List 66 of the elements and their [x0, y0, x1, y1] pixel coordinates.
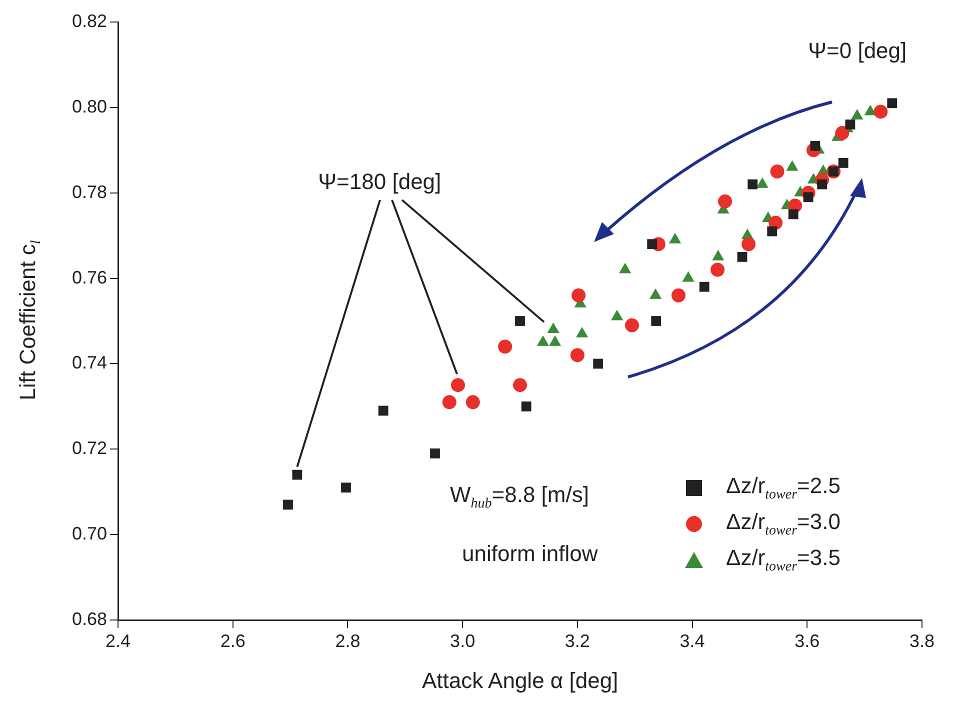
point	[430, 448, 440, 458]
point	[341, 482, 351, 493]
y-tick-label: 0.68	[72, 608, 107, 629]
point	[672, 288, 686, 302]
point	[498, 340, 512, 354]
point	[647, 239, 658, 250]
point	[466, 395, 480, 410]
y-tick-label: 0.82	[72, 10, 107, 31]
point	[835, 126, 850, 140]
y-tick-label: 0.78	[72, 182, 107, 202]
point	[521, 401, 532, 412]
point	[756, 177, 768, 188]
x-tick-label: 3.8	[909, 630, 935, 651]
legend-label: Δz/r$_{tower}$=3.5	[726, 544, 840, 576]
y-tick-label: 0.80	[72, 96, 107, 116]
point	[570, 348, 584, 362]
x-tick-label: 2.6	[220, 630, 246, 651]
point	[668, 232, 682, 244]
point	[748, 179, 758, 190]
point	[803, 192, 814, 202]
point	[874, 104, 888, 119]
point	[442, 395, 456, 410]
point	[710, 262, 725, 277]
point	[786, 160, 798, 171]
point	[572, 288, 586, 302]
y-tick-label: 0.70	[72, 524, 107, 544]
annotation: Ψ=0 [deg]	[808, 38, 907, 64]
x-tick-label: 3.4	[680, 630, 705, 651]
x-tick-label: 3.0	[450, 630, 476, 651]
annotation: uniform inflow	[462, 541, 598, 567]
legend-label: Δz/r$_{tower}$=2.5	[726, 472, 840, 504]
point	[788, 209, 798, 220]
point	[450, 378, 465, 392]
point	[593, 358, 604, 369]
y-tick-label: 0.76	[72, 267, 107, 288]
point	[619, 262, 632, 274]
point	[742, 237, 756, 252]
point	[515, 316, 525, 326]
point	[770, 164, 784, 178]
point	[737, 252, 748, 262]
legend-label: Δz/r$_{tower}$=3.0	[726, 508, 840, 540]
point	[845, 120, 856, 130]
x-tick-label: 2.8	[335, 630, 360, 651]
point	[767, 226, 778, 236]
point	[610, 310, 624, 320]
annotation: Ψ=180 [deg]	[318, 168, 442, 195]
point	[378, 406, 388, 416]
point	[718, 194, 732, 208]
point	[624, 318, 639, 332]
point	[682, 271, 694, 282]
annotation: W$_{hub}$=8.8 [m/s]	[450, 482, 589, 512]
point	[283, 500, 293, 510]
point	[651, 316, 662, 326]
point	[292, 470, 302, 480]
point	[851, 108, 864, 120]
x-axis-title: Attack Angle α [deg]	[422, 668, 618, 694]
y-tick-label: 0.72	[72, 438, 107, 458]
point	[699, 282, 710, 292]
x-tick-label: 3.6	[794, 630, 820, 651]
point	[838, 158, 848, 168]
point	[547, 322, 560, 334]
x-tick-label: 3.2	[564, 630, 590, 651]
y-tick-label: 0.74	[72, 352, 107, 373]
point	[513, 378, 527, 392]
x-tick-label: 2.4	[105, 630, 131, 651]
point	[887, 98, 898, 108]
